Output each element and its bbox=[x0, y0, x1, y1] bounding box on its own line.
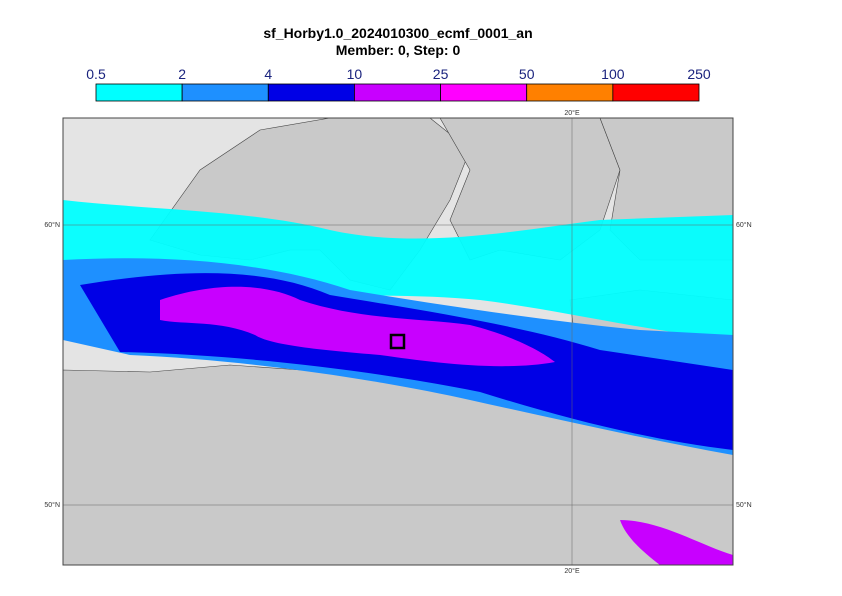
colorbar-tick-label: 25 bbox=[433, 66, 449, 82]
colorbar-tick-label: 250 bbox=[687, 66, 711, 82]
colorbar-tick-label: 100 bbox=[601, 66, 625, 82]
colorbar-segment bbox=[612, 83, 700, 102]
colorbar: 0.5 2 4 10 25 50 100 250 bbox=[86, 66, 711, 102]
colorbar-segment bbox=[181, 83, 269, 102]
colorbar-tick-label: 10 bbox=[347, 66, 363, 82]
lon-label: 20°E bbox=[564, 109, 580, 117]
map-frame bbox=[62, 117, 734, 566]
colorbar-tick-label: 0.5 bbox=[86, 66, 106, 82]
lat-label: 50°N bbox=[736, 501, 752, 509]
lon-label: 20°E bbox=[564, 567, 580, 575]
map-title: sf_Horby1.0_2024010300_ecmf_0001_an bbox=[263, 25, 532, 41]
precip-purple-south bbox=[620, 520, 733, 565]
lat-label: 60°N bbox=[44, 221, 60, 229]
map bbox=[63, 118, 733, 565]
location-marker bbox=[389, 333, 406, 350]
colorbar-tick-label: 50 bbox=[519, 66, 535, 82]
colorbar-segment bbox=[354, 83, 441, 102]
lat-label: 60°N bbox=[736, 221, 752, 229]
colorbar-tick-label: 4 bbox=[264, 66, 272, 82]
lat-label: 50°N bbox=[44, 501, 60, 509]
colorbar-segment bbox=[526, 83, 614, 102]
map-subtitle: Member: 0, Step: 0 bbox=[336, 42, 461, 58]
colorbar-tick-label: 2 bbox=[178, 66, 186, 82]
precip-cyan bbox=[63, 200, 733, 340]
colorbar-segment bbox=[95, 83, 183, 102]
colorbar-segment bbox=[440, 83, 528, 102]
colorbar-segment bbox=[267, 83, 355, 102]
precip-purple bbox=[160, 286, 555, 367]
